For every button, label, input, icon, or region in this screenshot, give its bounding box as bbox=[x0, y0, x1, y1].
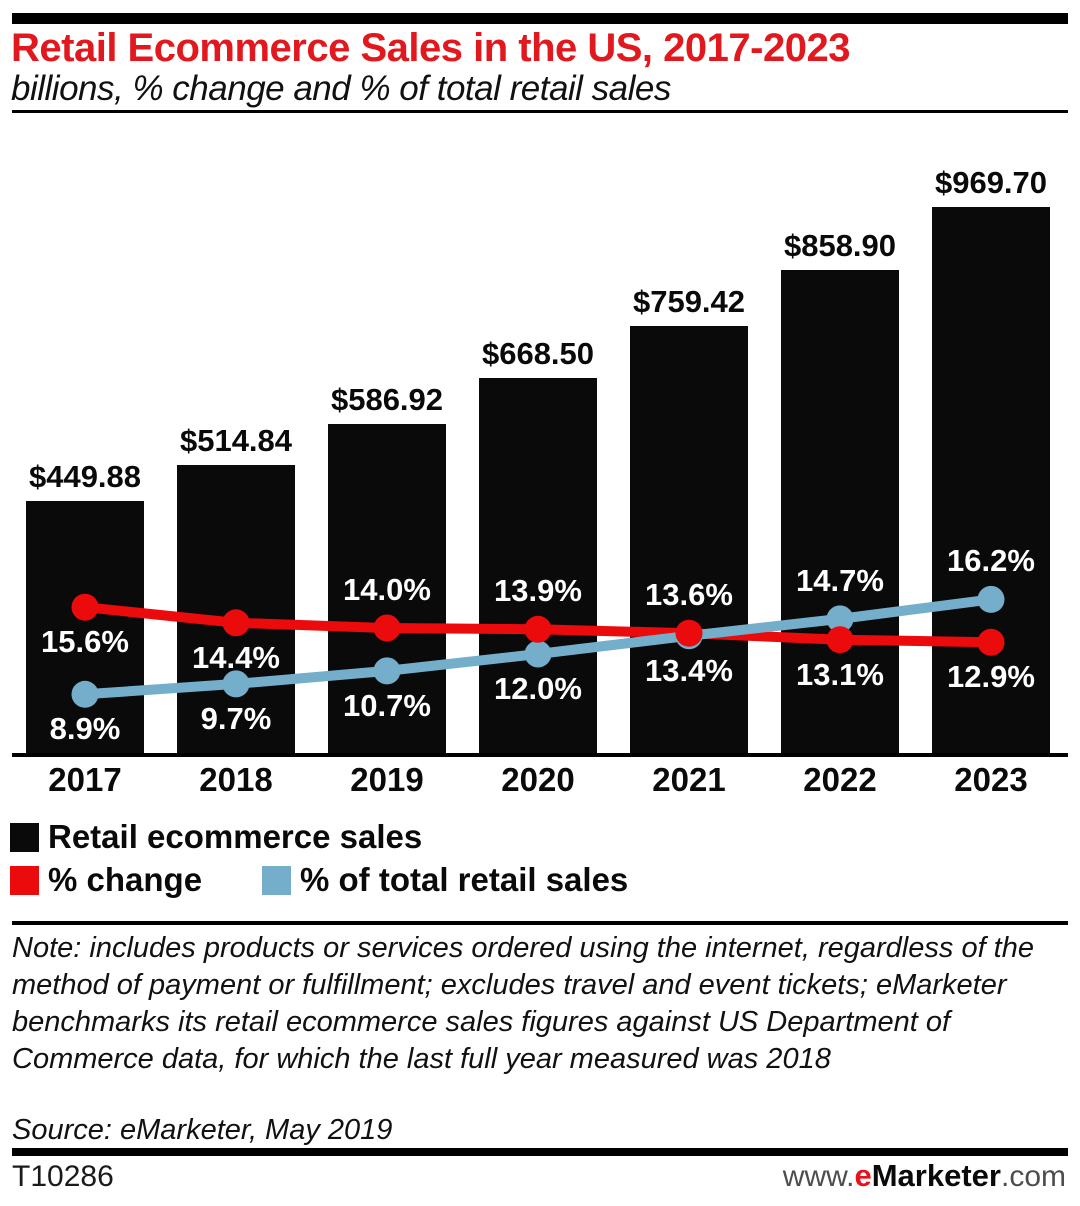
pct-change-label-2020: 13.9% bbox=[494, 573, 582, 609]
legend-label: % change bbox=[48, 861, 203, 898]
x-axis-label-2019: 2019 bbox=[350, 761, 424, 798]
legend-item-pct-change: % change bbox=[10, 861, 202, 899]
bar-value-label-2019: $586.92 bbox=[330, 381, 444, 417]
bar-value-label-2018: $514.84 bbox=[179, 422, 293, 458]
pct-of-total-label-2020: 12.0% bbox=[494, 671, 582, 706]
legend-item-pct-of-total: % of total retail sales bbox=[262, 861, 628, 899]
x-axis-line bbox=[12, 753, 1068, 757]
pct-change-label-2023: 12.9% bbox=[947, 659, 1035, 695]
pct-of-total-label-2017: 8.9% bbox=[49, 711, 121, 747]
legend-swatch-blue bbox=[262, 865, 291, 895]
url-e: e bbox=[854, 1158, 872, 1193]
chart-subtitle: billions, % change and % of total retail… bbox=[11, 69, 671, 108]
pct-change-label-2021: 13.6% bbox=[645, 577, 733, 613]
legend-label: % of total retail sales bbox=[300, 861, 629, 898]
bar-value-label-2022: $858.90 bbox=[783, 227, 897, 263]
url-com: .com bbox=[1000, 1160, 1066, 1193]
x-axis-label-2018: 2018 bbox=[199, 761, 273, 798]
legend-label: Retail ecommerce sales bbox=[48, 818, 423, 855]
x-axis-label-2020: 2020 bbox=[501, 761, 575, 798]
top-divider bbox=[12, 13, 1068, 24]
url-marketer: Marketer bbox=[871, 1158, 1001, 1193]
pct-of-total-label-2022: 14.7% bbox=[796, 562, 884, 598]
pct-change-label-2022: 13.1% bbox=[796, 656, 884, 692]
legend-item-retail-ecommerce-sales: Retail ecommerce sales bbox=[10, 818, 422, 856]
x-axis-label-2017: 2017 bbox=[48, 761, 122, 798]
x-axis-label-2022: 2022 bbox=[803, 761, 877, 798]
pct-of-total-label-2023: 16.2% bbox=[947, 543, 1035, 579]
bar-value-label-2020: $668.50 bbox=[481, 335, 595, 371]
pct-of-total-label-2019: 10.7% bbox=[343, 687, 431, 723]
pct-change-label-2018: 14.4% bbox=[192, 639, 280, 675]
x-axis-label-2023: 2023 bbox=[954, 761, 1028, 798]
emarketer-url: www.eMarketer.com bbox=[783, 1158, 1066, 1194]
chart-id: T10286 bbox=[12, 1160, 114, 1193]
legend-swatch-red bbox=[10, 865, 39, 895]
bar-value-label-2023: $969.70 bbox=[934, 165, 1048, 201]
url-www: www. bbox=[782, 1160, 855, 1193]
bar-2021 bbox=[630, 326, 748, 756]
footer-divider bbox=[12, 1148, 1068, 1156]
bar-2019 bbox=[328, 423, 446, 756]
pct-of-total-label-2018: 9.7% bbox=[200, 700, 272, 736]
note-text: Note: includes products or services orde… bbox=[12, 932, 1034, 1075]
note-divider bbox=[12, 921, 1068, 925]
pct-change-label-2017: 15.6% bbox=[41, 624, 129, 660]
pct-change-label-2019: 14.0% bbox=[343, 572, 431, 607]
legend-swatch-black bbox=[10, 822, 39, 852]
bar-value-label-2021: $759.42 bbox=[632, 284, 746, 320]
bar-value-label-2017: $449.88 bbox=[28, 459, 142, 495]
source-text: Source: eMarketer, May 2019 bbox=[12, 1114, 393, 1146]
chart-title: Retail Ecommerce Sales in the US, 2017-2… bbox=[11, 26, 850, 70]
title-divider bbox=[12, 110, 1068, 113]
pct-of-total-label-2021: 13.4% bbox=[645, 652, 733, 688]
x-axis-label-2021: 2021 bbox=[652, 761, 726, 798]
